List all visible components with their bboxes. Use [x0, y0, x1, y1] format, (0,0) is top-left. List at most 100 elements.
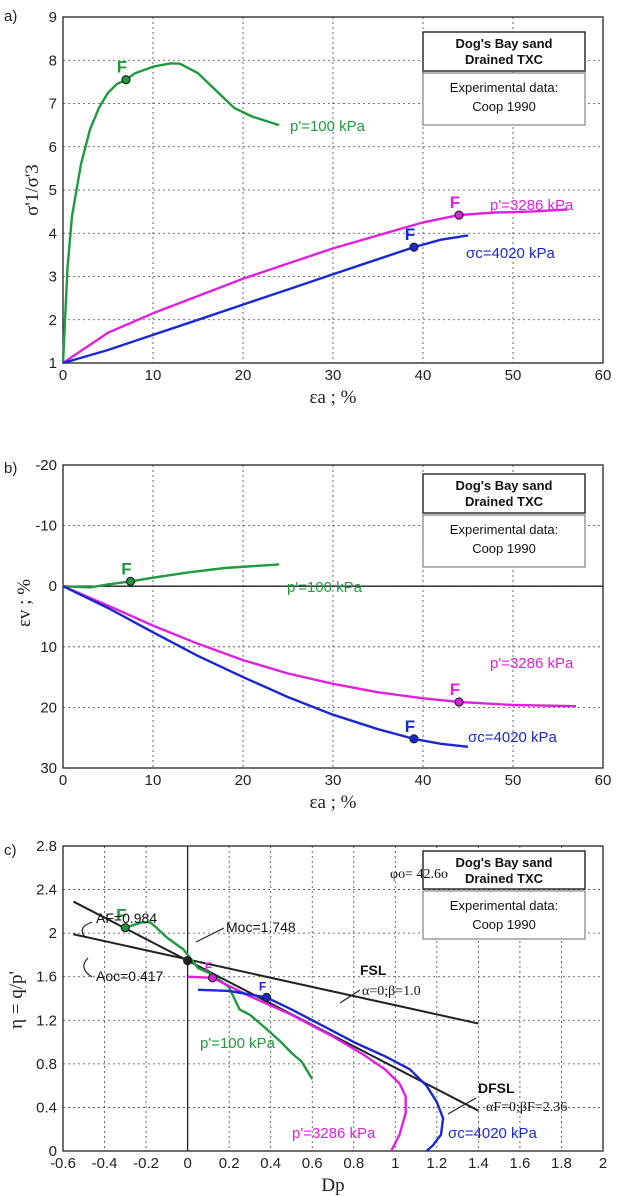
y-tick-label: 7: [49, 96, 57, 113]
info-box-source: Experimental data:: [450, 80, 558, 95]
y-tick-label: 0: [49, 1143, 57, 1160]
failure-point: [121, 75, 131, 85]
series-label: p'=3286 kPa: [490, 197, 574, 214]
failure-marker-label: F: [405, 225, 415, 244]
panel-label: c): [4, 842, 17, 859]
y-tick-label: 5: [49, 182, 57, 199]
failure-point: [125, 576, 136, 586]
reference-line-fsl: [73, 933, 479, 1025]
x-tick-label: 60: [595, 367, 612, 384]
failure-marker-label: F: [405, 717, 415, 736]
series-label: σc=4020 kPa: [448, 1125, 538, 1142]
y-tick-label: 8: [49, 52, 57, 69]
x-tick-label: 1.6: [509, 1155, 530, 1172]
series-line-0: [124, 921, 314, 1080]
x-tick-label: 50: [505, 772, 522, 789]
x-axis-label: εa ; %: [309, 792, 356, 813]
y-tick-label: -20: [35, 457, 57, 474]
info-box-title: Dog's Bay sand: [455, 36, 552, 51]
y-tick-label: 1: [49, 355, 57, 372]
x-axis-label: εa ; %: [309, 387, 356, 408]
y-axis-label: η = q/p': [6, 971, 27, 1029]
info-box-source: Coop 1990: [472, 541, 536, 556]
mc-pointer-arrow: [195, 927, 225, 943]
y-tick-label: 1.2: [36, 1012, 57, 1029]
x-tick-label: -0.6: [50, 1155, 76, 1172]
y-tick-label: 0: [49, 578, 57, 595]
y-tick-label: -10: [35, 518, 57, 535]
x-tick-label: 0: [59, 772, 67, 789]
info-box-title: Drained TXC: [465, 494, 544, 509]
series-line-2: [62, 585, 469, 748]
fsl-label: FSL: [360, 962, 387, 978]
failure-marker-label: F: [450, 680, 460, 699]
x-tick-label: 40: [415, 367, 432, 384]
info-box-source: Coop 1990: [472, 99, 536, 114]
info-box-title: Drained TXC: [465, 52, 544, 67]
x-axis-label: Dp: [321, 1175, 344, 1196]
y-tick-label: 10: [40, 639, 57, 656]
y-tick-label: 3: [49, 269, 57, 286]
failure-point: [261, 992, 272, 1003]
plot-frame: [62, 845, 604, 1152]
info-box-source-frame: [422, 890, 586, 940]
x-tick-label: 20: [235, 367, 252, 384]
x-tick-label: 10: [145, 772, 162, 789]
x-tick-label: 50: [505, 367, 522, 384]
series-label: p'=100 kPa: [200, 1035, 276, 1052]
failure-point: [409, 242, 419, 252]
x-tick-label: 0.8: [343, 1155, 364, 1172]
x-tick-label: 1: [391, 1155, 399, 1172]
failure-marker-label: F: [450, 193, 460, 212]
failure-marker-label: F: [205, 960, 212, 974]
failure-marker-label: F: [121, 559, 131, 578]
x-tick-label: 0: [183, 1155, 191, 1172]
y-axis-label: εv ; %: [14, 579, 35, 627]
x-tick-label: 0.6: [302, 1155, 323, 1172]
y-tick-label: 2: [49, 312, 57, 329]
y-tick-label: 2: [49, 925, 57, 942]
failure-point: [120, 923, 130, 933]
y-tick-label: 0.8: [36, 1056, 57, 1073]
info-box-title-frame: [422, 31, 586, 72]
friction-angle-annotation: φo= 42.6o: [390, 867, 448, 882]
fsl-pointer-arrow: [339, 989, 361, 1004]
x-tick-label: 40: [415, 772, 432, 789]
series-label: σc=4020 kPa: [468, 729, 558, 746]
panel-c: -0.6 -0.4 -0.2 0 0.2 0.4 0.6 0.8 1 1.2 1.4 1.6 1.8 2 0…: [4, 838, 607, 1196]
info-box-title: Dog's Bay sand: [455, 855, 552, 870]
panel-label: a): [4, 8, 17, 25]
series-label: p'=100 kPa: [287, 579, 363, 596]
x-tick-label: 0.4: [260, 1155, 281, 1172]
af-annotation: AF=0.984: [96, 910, 157, 926]
y-tick-label: 6: [49, 139, 57, 156]
panel-label: b): [4, 460, 17, 477]
info-box-source-frame: [422, 514, 586, 568]
ac-pointer-arrow: [83, 957, 93, 978]
x-tick-label: 2: [599, 1155, 607, 1172]
failure-marker-label: F: [259, 979, 266, 993]
series-label: p'=100 kPa: [290, 118, 366, 135]
y-tick-label: 20: [40, 699, 57, 716]
y-tick-label: 1.6: [36, 969, 57, 986]
mc-annotation: Moc=1.748: [226, 919, 296, 935]
x-tick-label: 1.4: [468, 1155, 489, 1172]
dfsl-pointer-arrow: [447, 1097, 477, 1115]
series-label: p'=3286 kPa: [490, 655, 574, 672]
info-box-title-frame: [422, 850, 586, 890]
x-tick-label: 60: [595, 772, 612, 789]
failure-point: [454, 697, 464, 707]
info-box-source-frame: [422, 72, 586, 126]
y-tick-label: 4: [49, 225, 57, 242]
af-pointer-arrow: [81, 921, 93, 939]
failure-marker-label: F: [116, 906, 126, 925]
x-tick-label: 30: [325, 367, 342, 384]
ac-annotation: Aoc=0.417: [96, 968, 164, 984]
series-line-1: [62, 585, 577, 708]
info-box-title: Dog's Bay sand: [455, 478, 552, 493]
plot-frame: [62, 464, 604, 769]
dfsl-params: αF=0;βF=2.36: [486, 1100, 567, 1115]
info-box-title: Drained TXC: [465, 871, 544, 886]
info-box-title-frame: [422, 473, 586, 514]
x-tick-label: 10: [145, 367, 162, 384]
